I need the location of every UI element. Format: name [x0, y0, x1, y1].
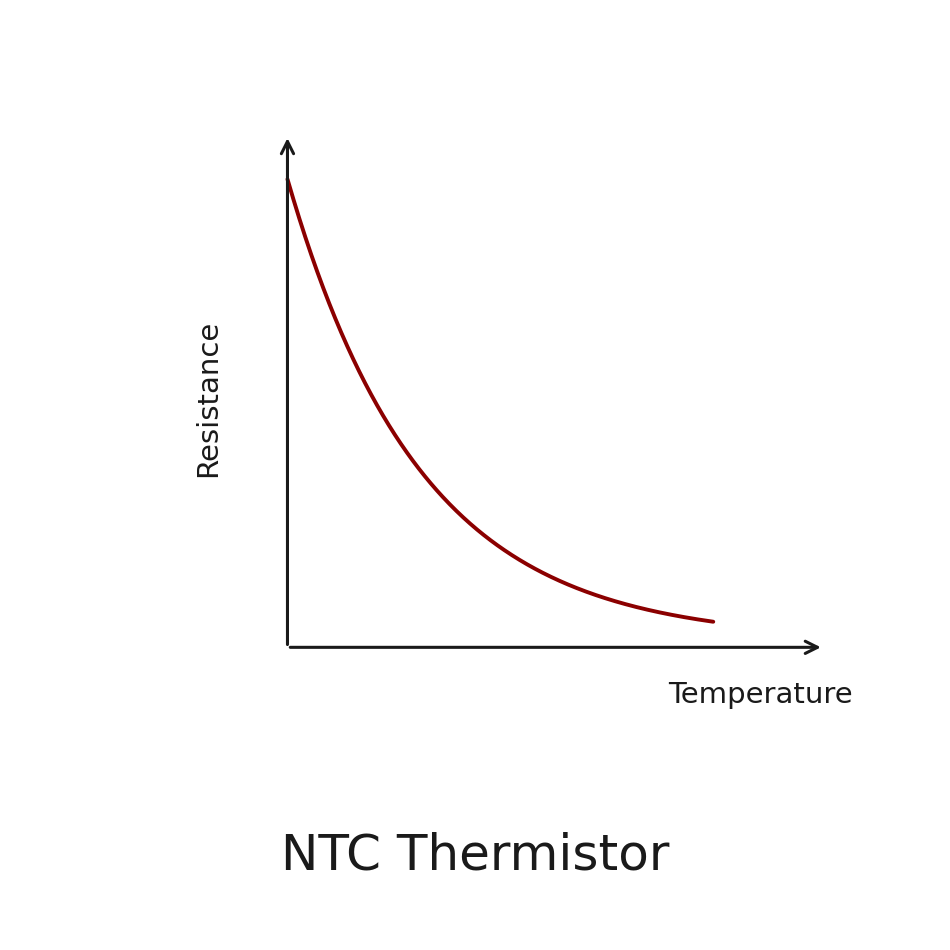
- Text: Temperature: Temperature: [668, 681, 853, 709]
- Text: NTC Thermistor: NTC Thermistor: [281, 831, 669, 879]
- Text: Resistance: Resistance: [195, 320, 222, 477]
